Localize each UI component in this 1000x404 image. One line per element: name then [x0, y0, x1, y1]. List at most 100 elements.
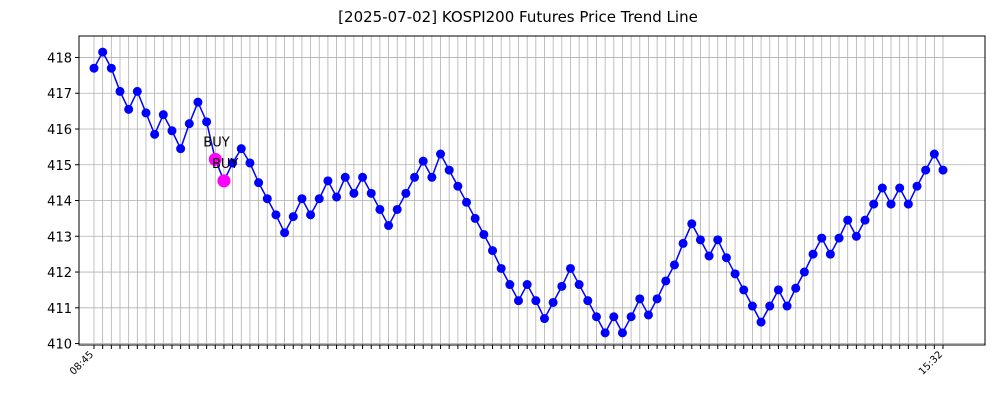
y-tick-label: 417: [47, 87, 72, 102]
price-point: [739, 285, 749, 295]
price-point: [773, 285, 783, 295]
price-point: [704, 251, 714, 261]
price-point: [531, 296, 541, 306]
price-point: [366, 188, 376, 198]
price-point: [869, 199, 879, 209]
price-point: [912, 181, 922, 191]
price-point: [470, 213, 480, 223]
x-tick-label: 15:32: [917, 349, 945, 377]
price-point: [124, 104, 134, 114]
price-point: [488, 246, 498, 256]
price-point: [176, 144, 186, 154]
x-tick-label: 08:45: [68, 349, 96, 377]
price-point: [254, 178, 264, 188]
price-point: [791, 283, 801, 293]
price-point: [539, 314, 549, 324]
price-point: [375, 204, 385, 214]
price-point: [392, 204, 402, 214]
price-point: [141, 108, 151, 118]
price-point: [721, 253, 731, 263]
price-point: [106, 63, 116, 73]
price-point: [384, 221, 394, 231]
price-point: [903, 199, 913, 209]
price-point: [228, 158, 238, 168]
price-point: [557, 281, 567, 291]
price-point: [756, 317, 766, 327]
price-point: [349, 188, 359, 198]
price-point: [245, 158, 255, 168]
price-point: [886, 199, 896, 209]
price-point: [678, 238, 688, 248]
y-tick-label: 410: [47, 338, 72, 353]
price-point: [730, 269, 740, 279]
price-point: [626, 312, 636, 322]
price-point: [860, 215, 870, 225]
price-point: [115, 86, 125, 96]
price-point: [358, 172, 368, 182]
price-point: [306, 210, 316, 220]
price-point: [591, 312, 601, 322]
price-point: [167, 126, 177, 136]
price-point: [401, 188, 411, 198]
price-point: [453, 181, 463, 191]
price-point: [565, 263, 575, 273]
price-point: [695, 235, 705, 245]
price-point: [462, 197, 472, 207]
y-tick-label: 415: [47, 159, 72, 174]
price-point: [669, 260, 679, 270]
price-point: [444, 165, 454, 175]
buy-marker: [217, 174, 231, 188]
price-point: [332, 192, 342, 202]
price-point: [817, 233, 827, 243]
price-point: [747, 301, 757, 311]
price-point: [635, 294, 645, 304]
price-point: [418, 156, 428, 166]
price-point: [427, 172, 437, 182]
price-point: [98, 47, 108, 57]
price-point: [583, 296, 593, 306]
price-point: [661, 276, 671, 286]
y-tick-label: 413: [47, 230, 72, 245]
price-point: [297, 194, 307, 204]
price-point: [340, 172, 350, 182]
price-point: [193, 97, 203, 107]
price-point: [505, 280, 515, 290]
price-point: [548, 297, 558, 307]
price-point: [158, 110, 168, 120]
y-tick-label: 414: [47, 195, 72, 210]
price-point: [496, 263, 506, 273]
price-point: [643, 310, 653, 320]
price-point: [938, 165, 948, 175]
y-tick-label: 412: [47, 266, 72, 281]
price-point: [150, 129, 160, 139]
price-point: [617, 328, 627, 338]
price-point: [765, 301, 775, 311]
price-point: [323, 176, 333, 186]
price-point: [271, 210, 281, 220]
price-point: [280, 228, 290, 238]
y-tick-label: 418: [47, 51, 72, 66]
price-point: [895, 183, 905, 193]
annotation-label: BUY: [212, 157, 238, 172]
price-point: [929, 149, 939, 159]
price-point: [687, 219, 697, 229]
price-point: [410, 172, 420, 182]
price-point: [609, 312, 619, 322]
y-tick-label: 411: [47, 302, 72, 317]
price-point: [574, 280, 584, 290]
price-point: [652, 294, 662, 304]
price-point: [288, 212, 298, 222]
price-point: [782, 301, 792, 311]
price-point: [522, 280, 532, 290]
buy-marker: [208, 152, 222, 166]
price-point: [851, 231, 861, 241]
price-point: [314, 194, 324, 204]
price-point: [600, 328, 610, 338]
y-tick-label: 416: [47, 123, 72, 138]
price-point: [202, 117, 212, 127]
price-point: [799, 267, 809, 277]
price-point: [921, 165, 931, 175]
price-point: [262, 194, 272, 204]
price-point: [713, 235, 723, 245]
